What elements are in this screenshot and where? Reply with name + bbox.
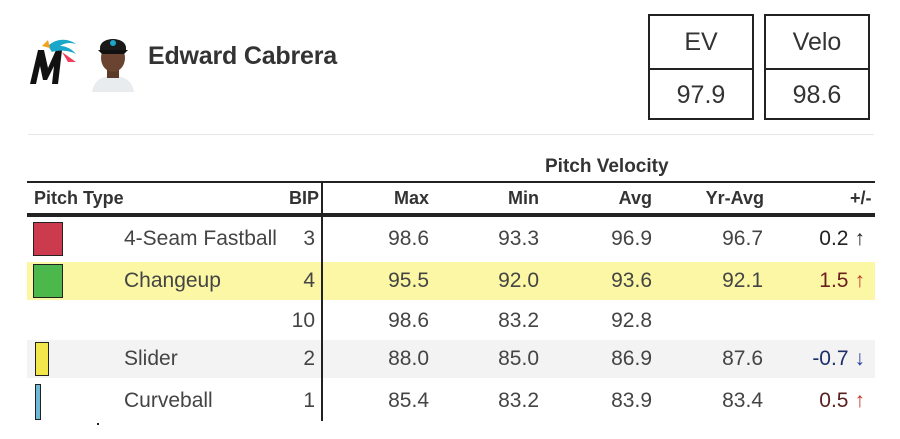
yr-avg-value: 83.4 (722, 389, 763, 412)
col-header-max: Max (393, 188, 429, 208)
velo-label: Velo (766, 16, 868, 70)
max-value: 95.5 (388, 269, 429, 292)
pitch-color-swatch (33, 264, 63, 298)
pitch-color-swatch (33, 222, 63, 256)
bip-column-separator (321, 181, 323, 421)
bip-value: 4 (303, 269, 315, 292)
max-value: 85.4 (388, 389, 429, 412)
yr-avg-value: 96.7 (722, 227, 763, 250)
up-arrow-icon: ↑ (854, 269, 866, 292)
table-row: 10 98.6 83.2 92.8 (27, 302, 875, 340)
col-header-yr-avg: Yr-Avg (705, 188, 764, 208)
bip-value: 1 (303, 389, 315, 412)
min-value: 83.2 (498, 389, 539, 412)
diff-value: -0.7 (812, 347, 849, 370)
col-header-avg: Avg (618, 188, 652, 208)
avg-value: 92.8 (611, 309, 652, 332)
marlins-logo-icon (28, 36, 80, 88)
table-row: Changeup 4 95.5 92.0 93.6 92.1 1.5 ↑ (27, 262, 875, 300)
down-arrow-icon: ↓ (854, 347, 866, 370)
min-value: 83.2 (498, 309, 539, 332)
velo-value: 98.6 (792, 80, 842, 109)
diff-cell: 0.5 ↑ (767, 382, 865, 420)
pitch-type-name: Curveball (124, 389, 213, 412)
diff-cell: 0.2 ↑ (767, 220, 865, 258)
max-value: 98.6 (388, 309, 429, 332)
pitch-velocity-group-title: Pitch Velocity (545, 156, 669, 177)
table-header-rule (27, 213, 875, 217)
pitch-color-swatch (35, 384, 41, 420)
pitch-type-name: 4-Seam Fastball (124, 227, 277, 250)
table-top-rule (27, 181, 875, 183)
ev-value: 97.9 (676, 80, 726, 109)
pitch-type-name: Slider (124, 347, 178, 370)
table-row: Slider 2 88.0 85.0 86.9 87.6 -0.7 ↓ (27, 340, 875, 378)
avg-value: 96.9 (611, 227, 652, 250)
diff-cell: -0.7 ↓ (767, 340, 865, 378)
player-headshot (88, 30, 138, 92)
diff-value: 1.5 (819, 269, 849, 292)
bip-value: 2 (303, 347, 315, 370)
col-header-min: Min (508, 188, 539, 208)
ev-summary-box: EV 97.9 (648, 14, 754, 120)
col-header-pitch-type: Pitch Type (34, 188, 124, 208)
player-name: Edward Cabrera (148, 42, 337, 70)
yr-avg-value: 92.1 (722, 269, 763, 292)
section-divider (28, 134, 874, 135)
diff-value: 0.5 (819, 389, 849, 412)
min-value: 93.3 (498, 227, 539, 250)
diff-value: 0.2 (819, 227, 849, 250)
up-arrow-icon: ↑ (854, 389, 866, 412)
col-header-diff: +/- (850, 188, 872, 208)
avg-value: 93.6 (611, 269, 652, 292)
min-value: 85.0 (498, 347, 539, 370)
ev-label: EV (650, 16, 752, 70)
table-row: Curveball 1 85.4 83.2 83.9 83.4 0.5 ↑ (27, 382, 875, 420)
avg-value: 83.9 (611, 389, 652, 412)
bip-value: 10 (291, 309, 315, 332)
yr-avg-value: 87.6 (722, 347, 763, 370)
velo-summary-box: Velo 98.6 (764, 14, 870, 120)
pitch-color-swatch (35, 342, 49, 376)
pitch-type-name: Changeup (124, 269, 221, 292)
max-value: 88.0 (388, 347, 429, 370)
diff-cell: 1.5 ↑ (767, 262, 865, 300)
min-value: 92.0 (498, 269, 539, 292)
table-corner-mark (97, 423, 99, 425)
col-header-bip: BIP (288, 188, 319, 208)
up-arrow-icon: ↑ (854, 227, 866, 250)
bip-value: 3 (303, 227, 315, 250)
avg-value: 86.9 (611, 347, 652, 370)
max-value: 98.6 (388, 227, 429, 250)
table-row: 4-Seam Fastball 3 98.6 93.3 96.9 96.7 0.… (27, 220, 875, 258)
